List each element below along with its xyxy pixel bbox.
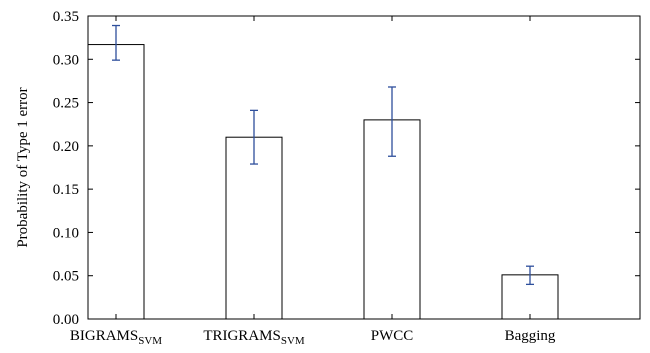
y-tick-label: 0.35 bbox=[53, 9, 79, 25]
x-tick-label-1: TRIGRAMSSVM bbox=[203, 328, 305, 347]
y-axis-ticks: 0.00 0.05 0.10 0.15 0.20 0.25 0.30 0.35 bbox=[53, 9, 640, 328]
x-tick-label-main: PWCC bbox=[371, 328, 414, 344]
x-tick-label-main: Bagging bbox=[505, 328, 556, 344]
y-tick-label: 0.05 bbox=[53, 269, 79, 285]
x-tick-label-2: PWCC bbox=[371, 328, 414, 344]
y-tick-label: 0.20 bbox=[53, 139, 79, 155]
x-tick-label-3: Bagging bbox=[505, 328, 556, 344]
plot-frame bbox=[87, 15, 641, 320]
bar-1 bbox=[225, 136, 283, 320]
y-tick-label: 0.15 bbox=[53, 182, 79, 198]
error-bar-2 bbox=[388, 86, 396, 157]
error-bars-layer bbox=[112, 24, 534, 286]
y-tick-label: 0.10 bbox=[53, 225, 79, 241]
x-axis-ticks: BIGRAMSSVM TRIGRAMSSVM PWCC Bagging bbox=[70, 16, 556, 347]
error-bar-1 bbox=[250, 109, 258, 165]
y-axis-label: Probability of Type 1 error bbox=[15, 87, 31, 247]
x-tick-label-main: TRIGRAMS bbox=[203, 328, 281, 344]
error-bar-0 bbox=[112, 24, 120, 61]
bar-0 bbox=[87, 44, 145, 320]
y-tick-label: 0.00 bbox=[53, 312, 79, 328]
x-tick-label-main: BIGRAMS bbox=[70, 328, 138, 344]
x-tick-label-0: BIGRAMSSVM bbox=[70, 328, 162, 347]
x-tick-label-subscript: SVM bbox=[138, 335, 162, 347]
y-tick-label: 0.25 bbox=[53, 96, 79, 112]
bars-layer bbox=[87, 44, 559, 320]
error-bar-3 bbox=[526, 265, 534, 286]
x-tick-label-subscript: SVM bbox=[281, 335, 305, 347]
y-tick-label: 0.30 bbox=[53, 52, 79, 68]
